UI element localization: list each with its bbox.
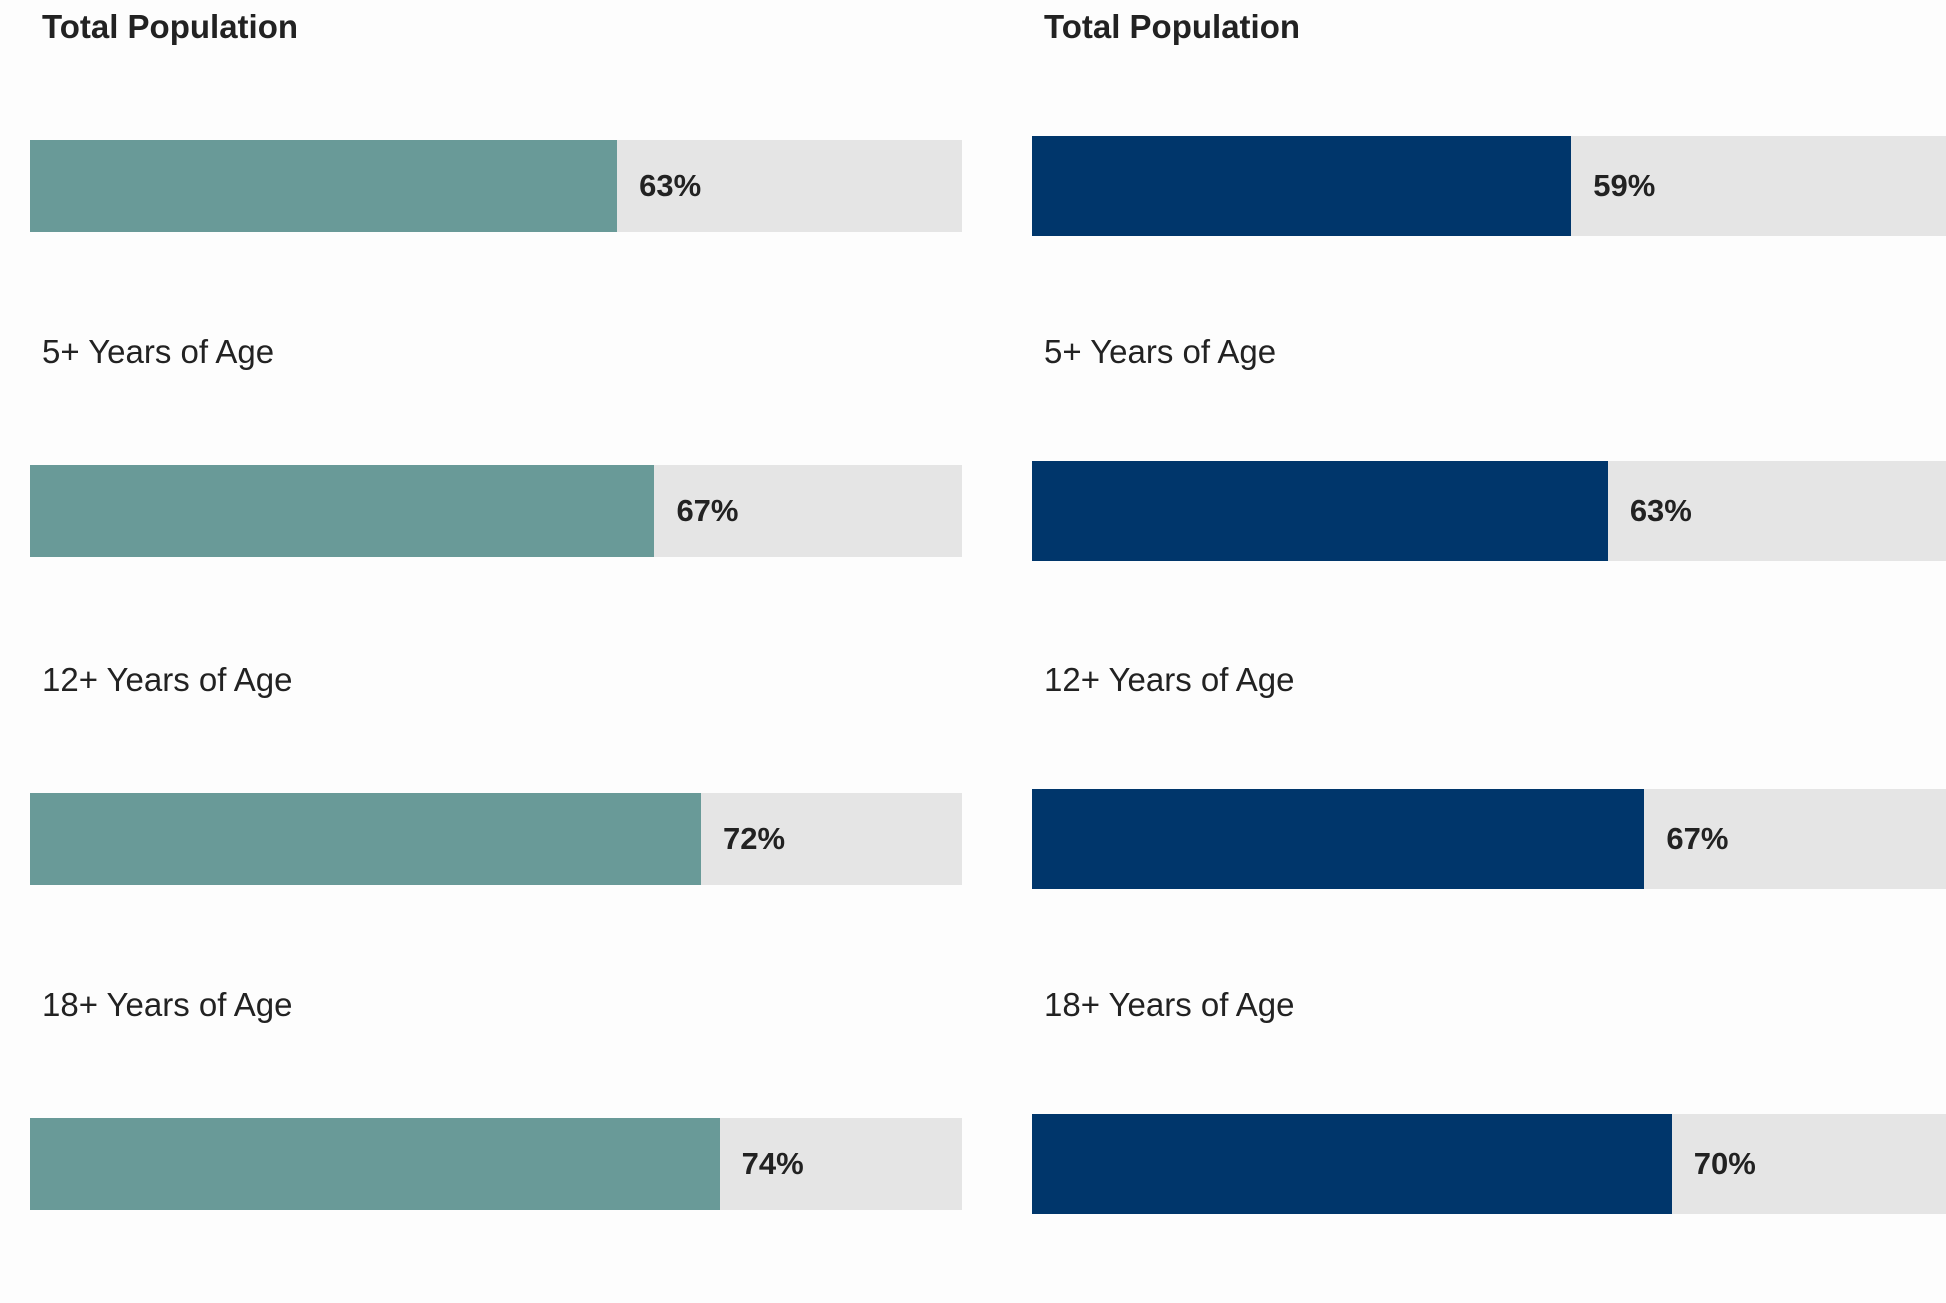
bar-track: 72%: [30, 793, 962, 885]
bar-row-12-plus: 12+ Years of Age 67%: [1000, 653, 1946, 978]
category-label: 18+ Years of Age: [42, 986, 293, 1023]
category-label: Total Population: [42, 8, 299, 45]
bar: [30, 465, 655, 557]
value-label: 74%: [741, 1146, 804, 1181]
bar: [30, 1118, 720, 1210]
bar-track: 63%: [30, 140, 962, 232]
value-label: 70%: [1693, 1146, 1756, 1181]
value-label: 63%: [1629, 493, 1692, 528]
bar: [1032, 136, 1572, 236]
category-label: 12+ Years of Age: [1044, 661, 1295, 698]
bar-track: 70%: [1032, 1114, 1946, 1214]
category-label: 5+ Years of Age: [42, 333, 275, 370]
bar: [1032, 1114, 1672, 1214]
bar: [1032, 789, 1645, 889]
value-label: 59%: [1593, 168, 1656, 203]
value-label: 72%: [723, 821, 786, 856]
category-label: Total Population: [1044, 8, 1301, 45]
bar-track: 63%: [1032, 461, 1946, 561]
bar-row-12-plus: 12+ Years of Age 72%: [0, 653, 1000, 978]
bar-track: 67%: [1032, 789, 1946, 889]
right-chart: Total Population 59% 5+ Years of Age 63%…: [1000, 0, 1946, 1214]
bar-row-5-plus: 5+ Years of Age 63%: [1000, 325, 1946, 650]
bar-row-5-plus: 5+ Years of Age 67%: [0, 325, 1000, 650]
value-label: 63%: [639, 168, 702, 203]
category-label: 5+ Years of Age: [1044, 333, 1277, 370]
category-label: 18+ Years of Age: [1044, 986, 1295, 1023]
bar-row-18-plus: 18+ Years of Age 70%: [1000, 978, 1946, 1303]
left-chart: Total Population 63% 5+ Years of Age 67%…: [0, 0, 1000, 1210]
bar-track: 59%: [1032, 136, 1946, 236]
bar-track: 67%: [30, 465, 962, 557]
value-label: 67%: [676, 493, 739, 528]
bar-track: 74%: [30, 1118, 962, 1210]
category-label: 12+ Years of Age: [42, 661, 293, 698]
bar: [30, 793, 702, 885]
value-label: 67%: [1666, 821, 1729, 856]
bar-row-total-population: Total Population 59%: [1000, 0, 1946, 325]
bar: [30, 140, 618, 232]
bar-row-18-plus: 18+ Years of Age 74%: [0, 978, 1000, 1303]
bar-row-total-population: Total Population 63%: [0, 0, 1000, 325]
bar: [1032, 461, 1608, 561]
